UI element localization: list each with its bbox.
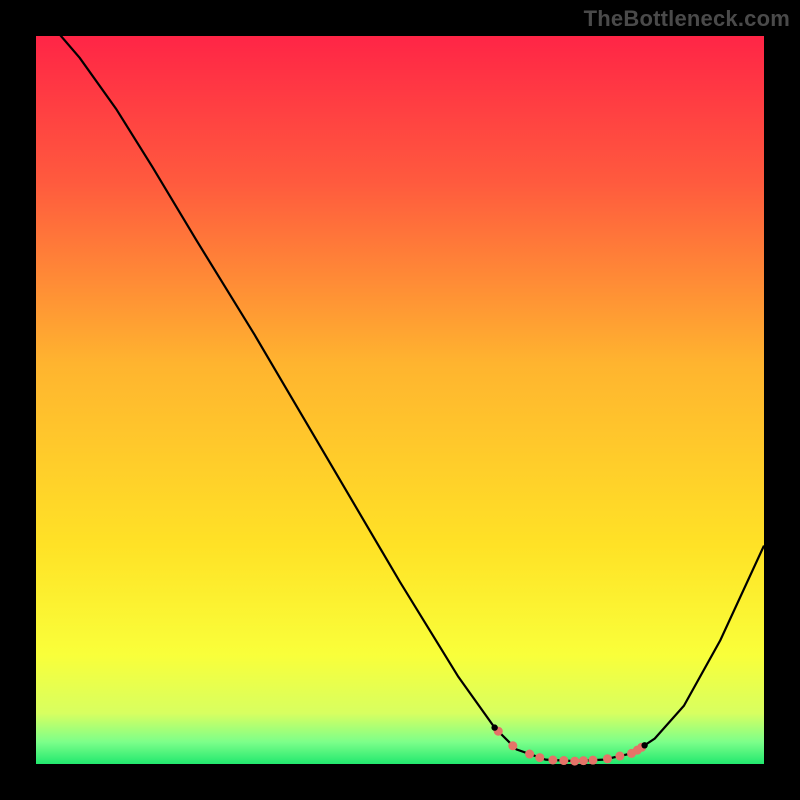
chart-container: TheBottleneck.com: [0, 0, 800, 800]
watermark-text: TheBottleneck.com: [584, 6, 790, 32]
chart-svg: [0, 0, 800, 800]
